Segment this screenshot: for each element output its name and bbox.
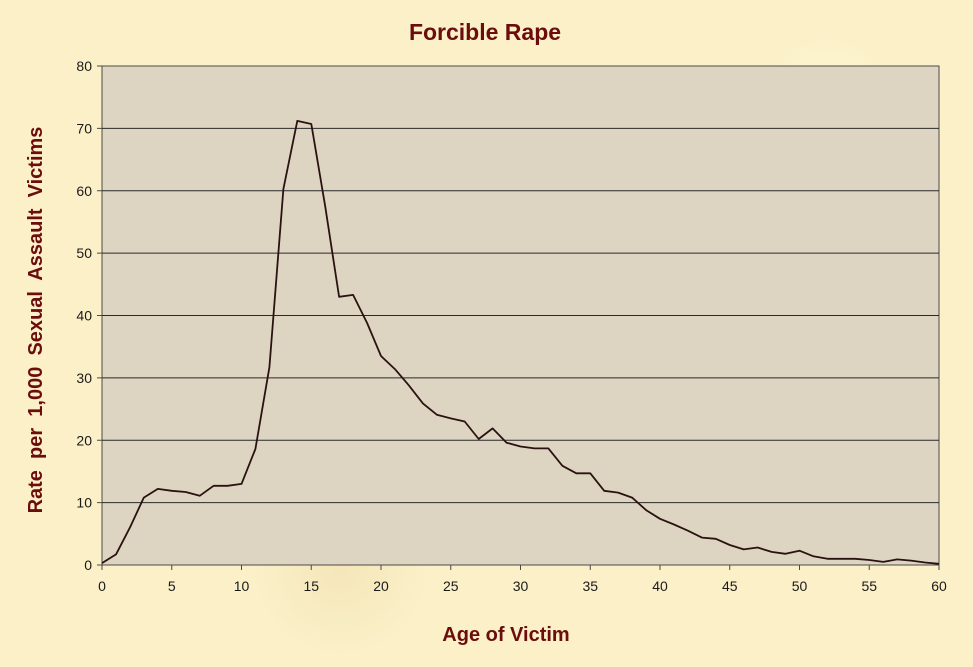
y-axis-label: Rate per 1,000 Sexual Assault Victims [25,127,47,514]
series-line [101,120,940,565]
x-tick-label: 35 [582,578,598,594]
x-tick-label: 25 [443,578,459,594]
y-tick-label: 50 [76,245,92,261]
gridlines [102,127,939,504]
x-tick-label: 55 [861,578,877,594]
chart-title: Forcible Rape [409,19,561,45]
x-tick-label: 15 [303,578,319,594]
x-tick-label: 5 [168,578,176,594]
x-tick-label: 20 [373,578,389,594]
y-tick-label: 40 [76,308,92,324]
x-tick-label: 45 [722,578,738,594]
y-tick-label: 20 [76,432,92,448]
x-tick-label: 30 [513,578,529,594]
x-axis-label: Age of Victim [442,624,569,646]
y-tick-label: 30 [76,370,92,386]
y-tick-label: 10 [76,495,92,511]
x-tick-label: 40 [652,578,668,594]
x-tick-label: 60 [931,578,947,594]
y-tick-label: 0 [84,557,92,573]
y-axis-ticks: 0 10 20 30 40 50 60 70 80 [76,58,102,573]
y-tick-label: 60 [76,183,92,199]
x-tick-label: 0 [98,578,106,594]
x-axis-ticks: 0 5 10 15 20 25 30 35 40 45 50 55 60 [98,565,947,594]
x-tick-label: 50 [792,578,808,594]
x-tick-label: 10 [234,578,250,594]
y-tick-label: 80 [76,58,92,74]
y-tick-label: 70 [76,120,92,136]
